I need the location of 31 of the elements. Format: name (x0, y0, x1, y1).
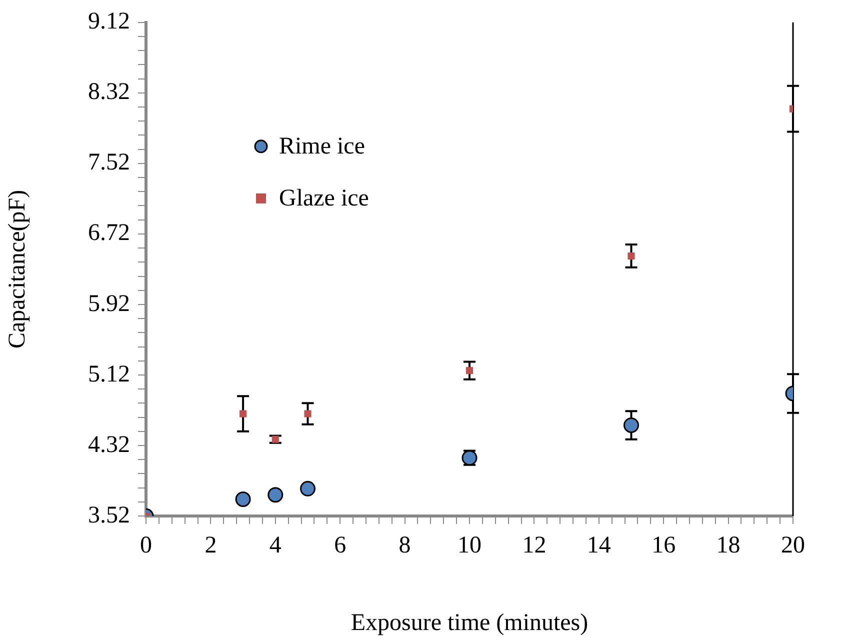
x-tick-label: 6 (334, 532, 346, 559)
point (304, 410, 312, 418)
y-tick-label: 5.92 (88, 290, 130, 317)
x-tick-label: 8 (398, 532, 411, 559)
point (235, 492, 251, 508)
y-tick-label: 5.12 (88, 361, 130, 388)
x-tick-label: 12 (522, 532, 546, 559)
x-tick-label: 2 (204, 532, 217, 559)
point (300, 480, 316, 496)
legend-label: Rime ice (279, 134, 365, 160)
x-tick-label: 10 (458, 532, 482, 559)
x-tick-label: 4 (269, 532, 282, 559)
x-axis-title: Exposure time (minutes) (350, 610, 588, 636)
y-tick-label: 4.32 (88, 432, 130, 458)
point (628, 252, 635, 260)
x-tick-label: 0 (140, 532, 152, 559)
y-tick-label: 8.32 (88, 79, 130, 106)
x-tick-label: 18 (716, 532, 740, 559)
point (272, 436, 279, 443)
point (240, 410, 247, 418)
y-tick-label: 7.52 (88, 150, 130, 176)
x-tick-label: 14 (586, 532, 611, 559)
point (624, 417, 639, 433)
point (268, 487, 284, 503)
y-tick-label: 9.12 (88, 8, 130, 35)
x-tick-label: 20 (781, 532, 805, 559)
y-tick-label: 3.52 (88, 502, 130, 528)
y-tick-label: 6.72 (88, 220, 130, 246)
y-axis-title: Capacitance(pF) (4, 190, 31, 348)
legend-label: Glaze ice (279, 186, 369, 212)
x-tick-label: 16 (652, 532, 676, 559)
